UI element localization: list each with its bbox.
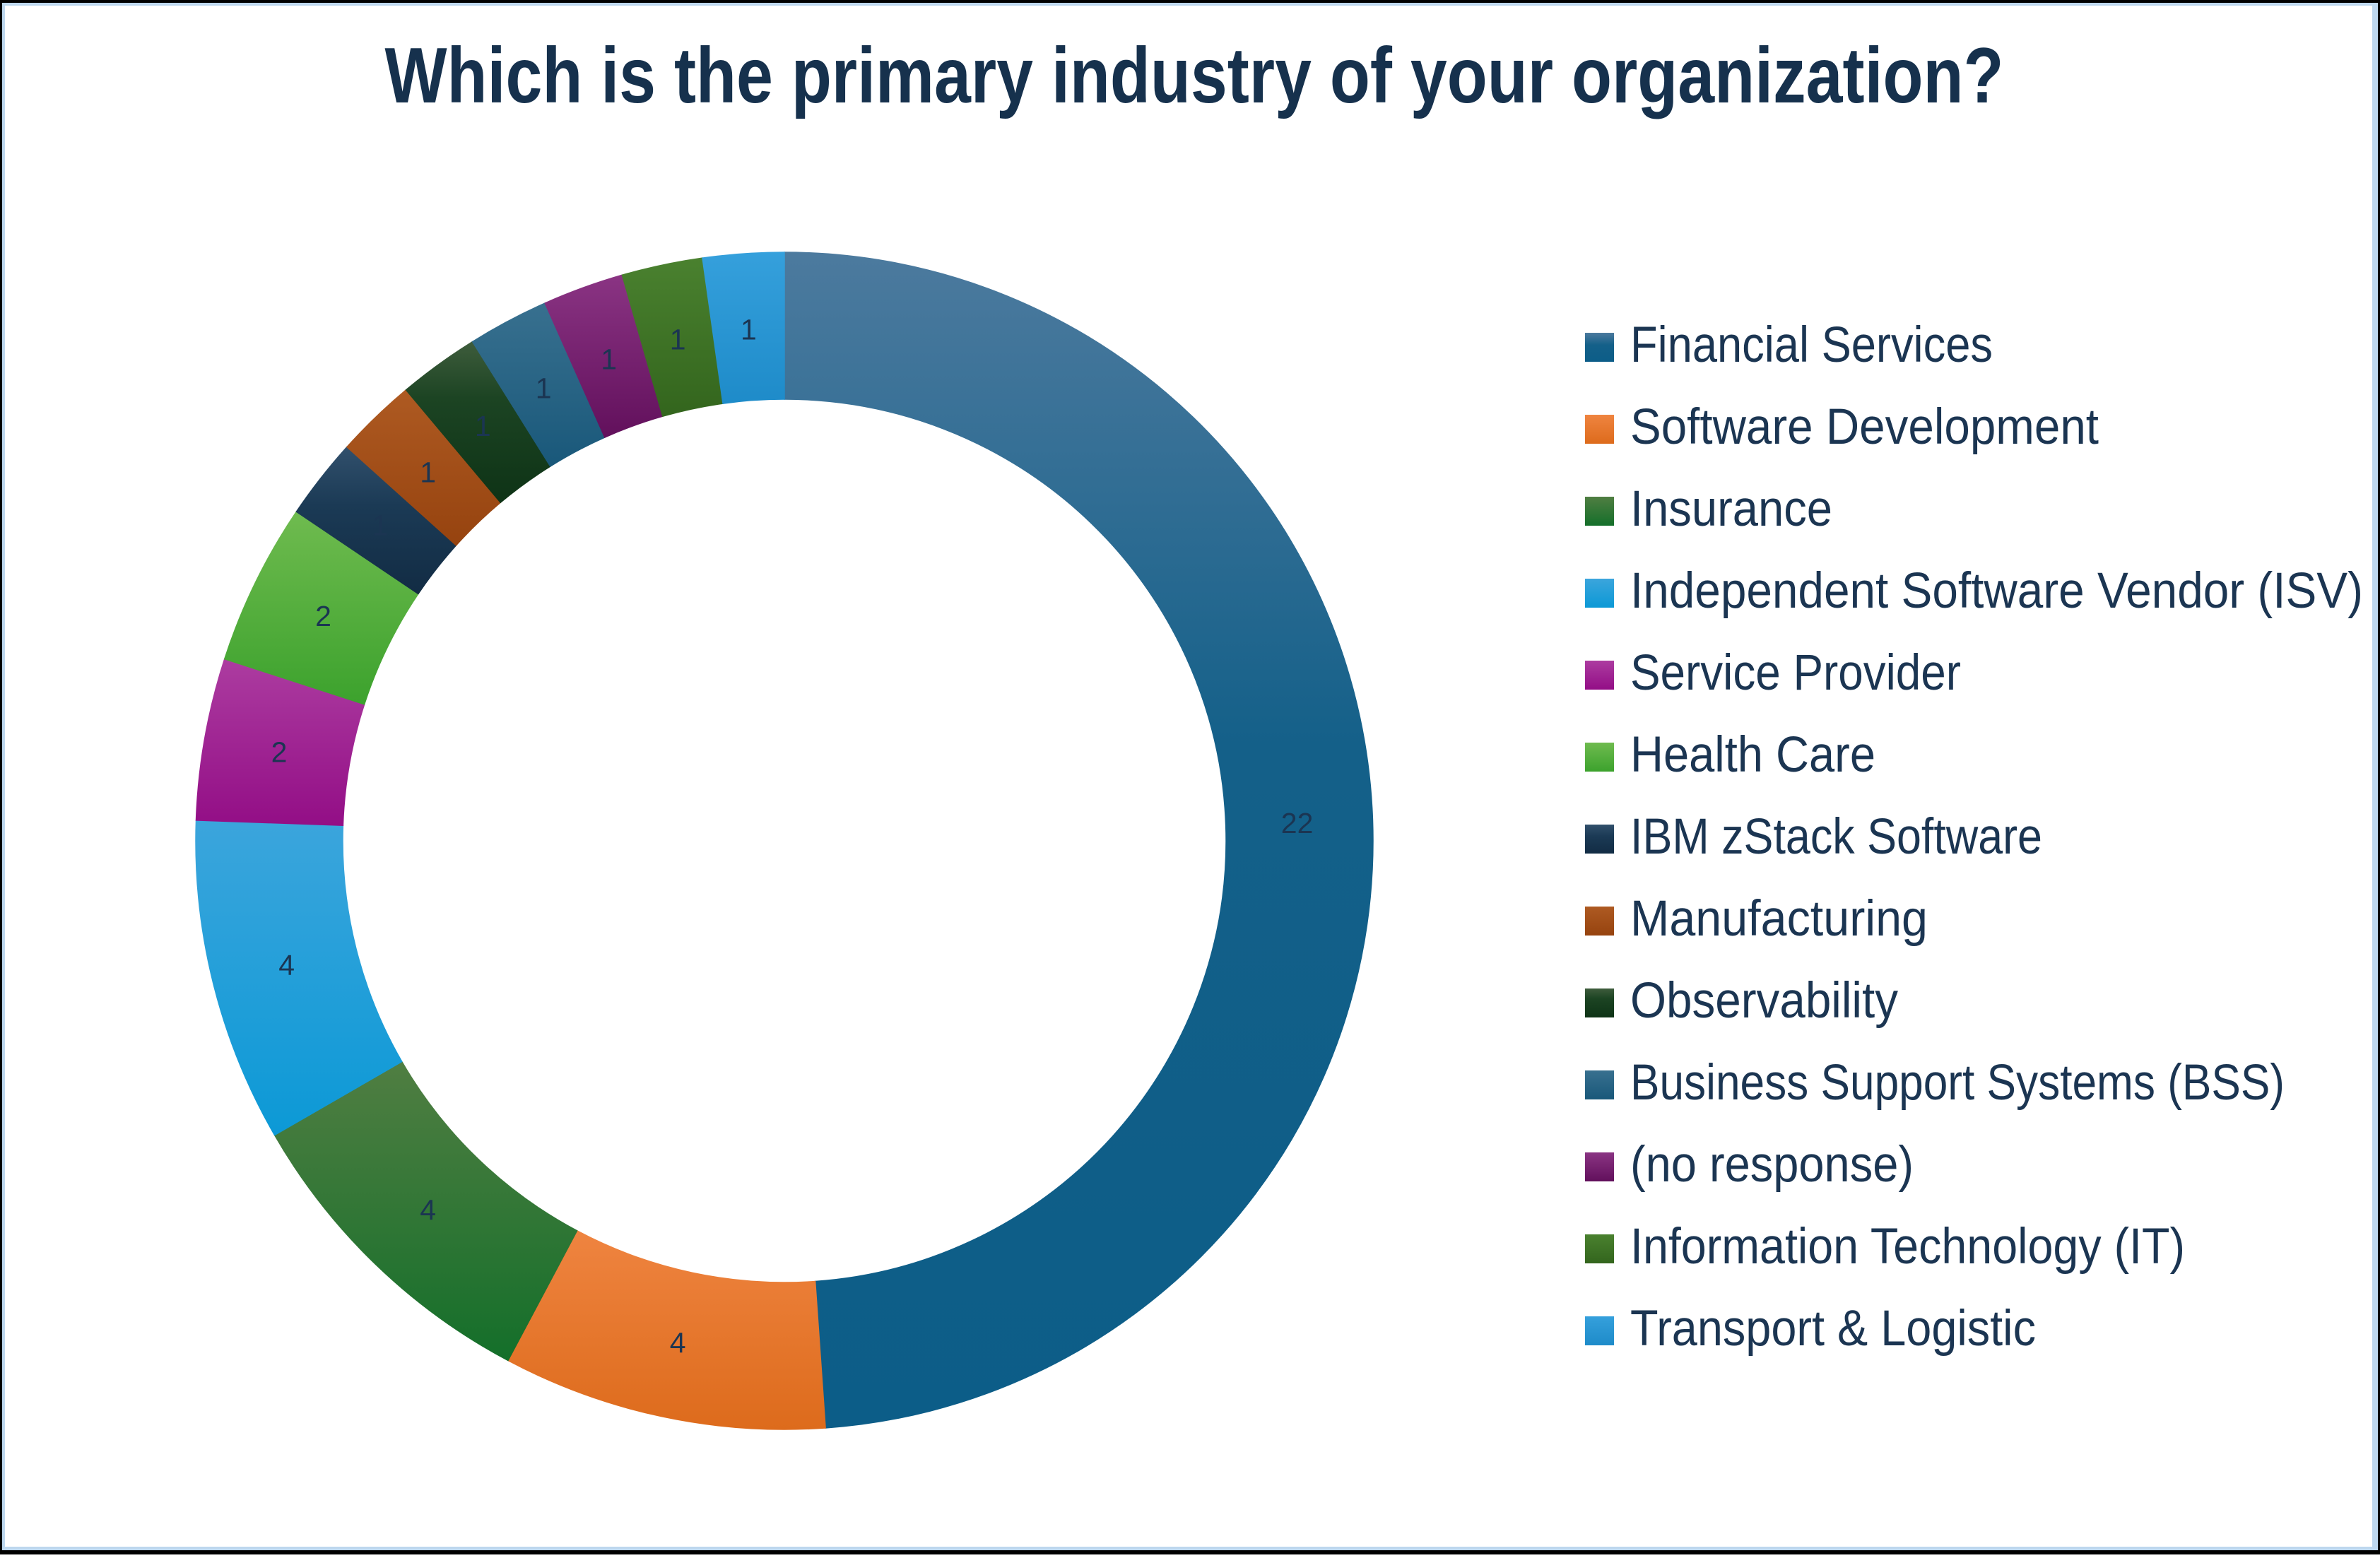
svg-text:1: 1 (601, 343, 617, 375)
svg-text:(no response): (no response) (1630, 1137, 1914, 1193)
svg-text:1: 1 (536, 372, 552, 405)
svg-text:1: 1 (372, 509, 388, 542)
svg-text:4: 4 (670, 1327, 686, 1359)
svg-text:4: 4 (420, 1194, 436, 1227)
svg-text:Health Care: Health Care (1630, 727, 1875, 783)
svg-text:Service Provider: Service Provider (1630, 645, 1961, 701)
svg-text:Which is the primary industry: Which is the primary industry of your or… (385, 32, 2004, 119)
svg-text:22: 22 (1281, 807, 1314, 839)
svg-text:4: 4 (278, 949, 295, 981)
svg-text:Business Support Systems (BSS): Business Support Systems (BSS) (1630, 1055, 2285, 1111)
svg-text:Manufacturing: Manufacturing (1630, 891, 1928, 947)
svg-text:Software Development: Software Development (1630, 399, 2099, 455)
svg-text:Information Technology (IT): Information Technology (IT) (1630, 1219, 2185, 1275)
svg-text:IBM zStack Software: IBM zStack Software (1630, 809, 2042, 865)
svg-text:1: 1 (420, 456, 436, 488)
svg-text:Insurance: Insurance (1630, 481, 1832, 537)
svg-text:1: 1 (670, 323, 686, 355)
svg-text:2: 2 (271, 736, 288, 768)
svg-text:2: 2 (315, 600, 331, 632)
svg-text:Observability: Observability (1630, 973, 1898, 1029)
svg-text:Transport & Logistic: Transport & Logistic (1630, 1301, 2036, 1357)
svg-text:Independent Software Vendor (I: Independent Software Vendor (ISV) (1630, 563, 2363, 619)
svg-text:1: 1 (475, 410, 491, 442)
svg-text:Financial Services: Financial Services (1630, 317, 1993, 373)
svg-text:1: 1 (741, 313, 757, 346)
